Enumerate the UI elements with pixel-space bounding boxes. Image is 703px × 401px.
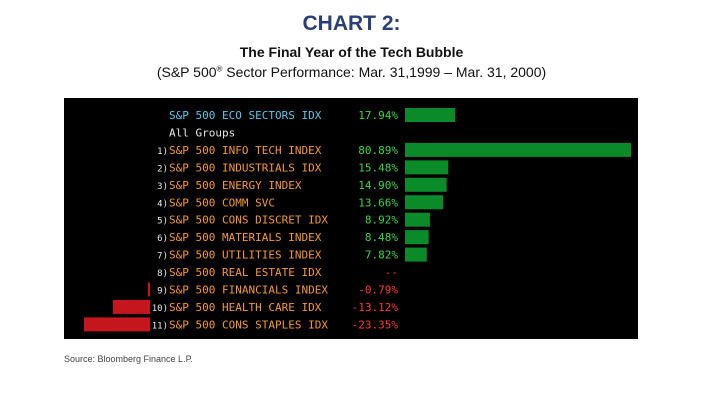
value-label: -23.35% [352, 318, 399, 331]
chart-title: CHART 2: [302, 12, 401, 35]
value-label: 14.90% [358, 179, 398, 192]
value-label: 13.66% [358, 196, 398, 209]
value-label: 8.48% [365, 231, 398, 244]
category-label: S&P 500 CONS DISCRET IDX [169, 214, 328, 227]
category-label: S&P 500 COMM SVC [169, 196, 275, 209]
summary-value-label: 17.94% [358, 109, 398, 122]
rank-label: 9) [157, 287, 168, 297]
value-label: 80.89% [358, 144, 398, 157]
category-label: S&P 500 REAL ESTATE IDX [169, 266, 322, 279]
subtitle-period-start: (S&P 500 [156, 64, 217, 80]
summary-label: S&P 500 ECO SECTORS IDX [169, 109, 322, 122]
category-label: S&P 500 FINANCIALS INDEX [169, 284, 328, 297]
bar [405, 195, 444, 210]
category-label: S&P 500 MATERIALS INDEX [169, 231, 322, 244]
value-label: 15.48% [358, 161, 398, 174]
value-label: 7.82% [365, 249, 398, 262]
rank-label: 8) [157, 269, 168, 279]
bloomberg-terminal-panel: S&P 500 ECO SECTORS IDX 17.94% All Groups 1… [64, 98, 638, 339]
sector-performance-chart: S&P 500 ECO SECTORS IDX 17.94%All Groups1… [84, 108, 631, 332]
bar [147, 282, 150, 297]
bar [405, 212, 430, 227]
bar [405, 230, 429, 245]
rank-label: 5) [157, 217, 168, 227]
category-label: S&P 500 CONS STAPLES IDX [169, 318, 328, 331]
rank-label: 2) [157, 164, 168, 174]
rank-label: 6) [157, 234, 168, 244]
bar [405, 142, 631, 157]
bar [405, 177, 447, 192]
chart-subtitle-period: (S&P 500® Sector Performance: Mar. 31,19… [0, 64, 703, 80]
bar [112, 299, 150, 314]
summary-bar [405, 108, 456, 122]
value-label: 8.92% [365, 214, 398, 227]
category-label: S&P 500 INFO TECH INDEX [169, 144, 322, 157]
bar [84, 317, 150, 332]
rank-label: 1) [157, 147, 168, 157]
category-label: S&P 500 UTILITIES INDEX [169, 249, 322, 262]
chart-subtitle: The Final Year of the Tech Bubble [239, 44, 464, 60]
rank-label: 4) [157, 199, 168, 209]
bar [405, 247, 427, 262]
value-label: -- [385, 266, 398, 279]
value-label: -0.79% [358, 284, 398, 297]
rank-label: 3) [157, 182, 168, 192]
bar [405, 160, 449, 175]
group-label: All Groups [169, 126, 235, 139]
rank-label: 10) [152, 304, 168, 314]
category-label: S&P 500 HEALTH CARE IDX [169, 301, 322, 314]
subtitle-period-rest: Sector Performance: Mar. 31,1999 – Mar. … [222, 64, 547, 80]
category-label: S&P 500 INDUSTRIALS IDX [169, 161, 322, 174]
rank-label: 11) [152, 321, 168, 331]
source-note: Source: Bloomberg Finance L.P. [64, 354, 193, 364]
rank-label: 7) [157, 252, 168, 262]
registered-mark: ® [216, 64, 223, 74]
category-label: S&P 500 ENERGY INDEX [169, 179, 302, 192]
value-label: -13.12% [352, 301, 399, 314]
